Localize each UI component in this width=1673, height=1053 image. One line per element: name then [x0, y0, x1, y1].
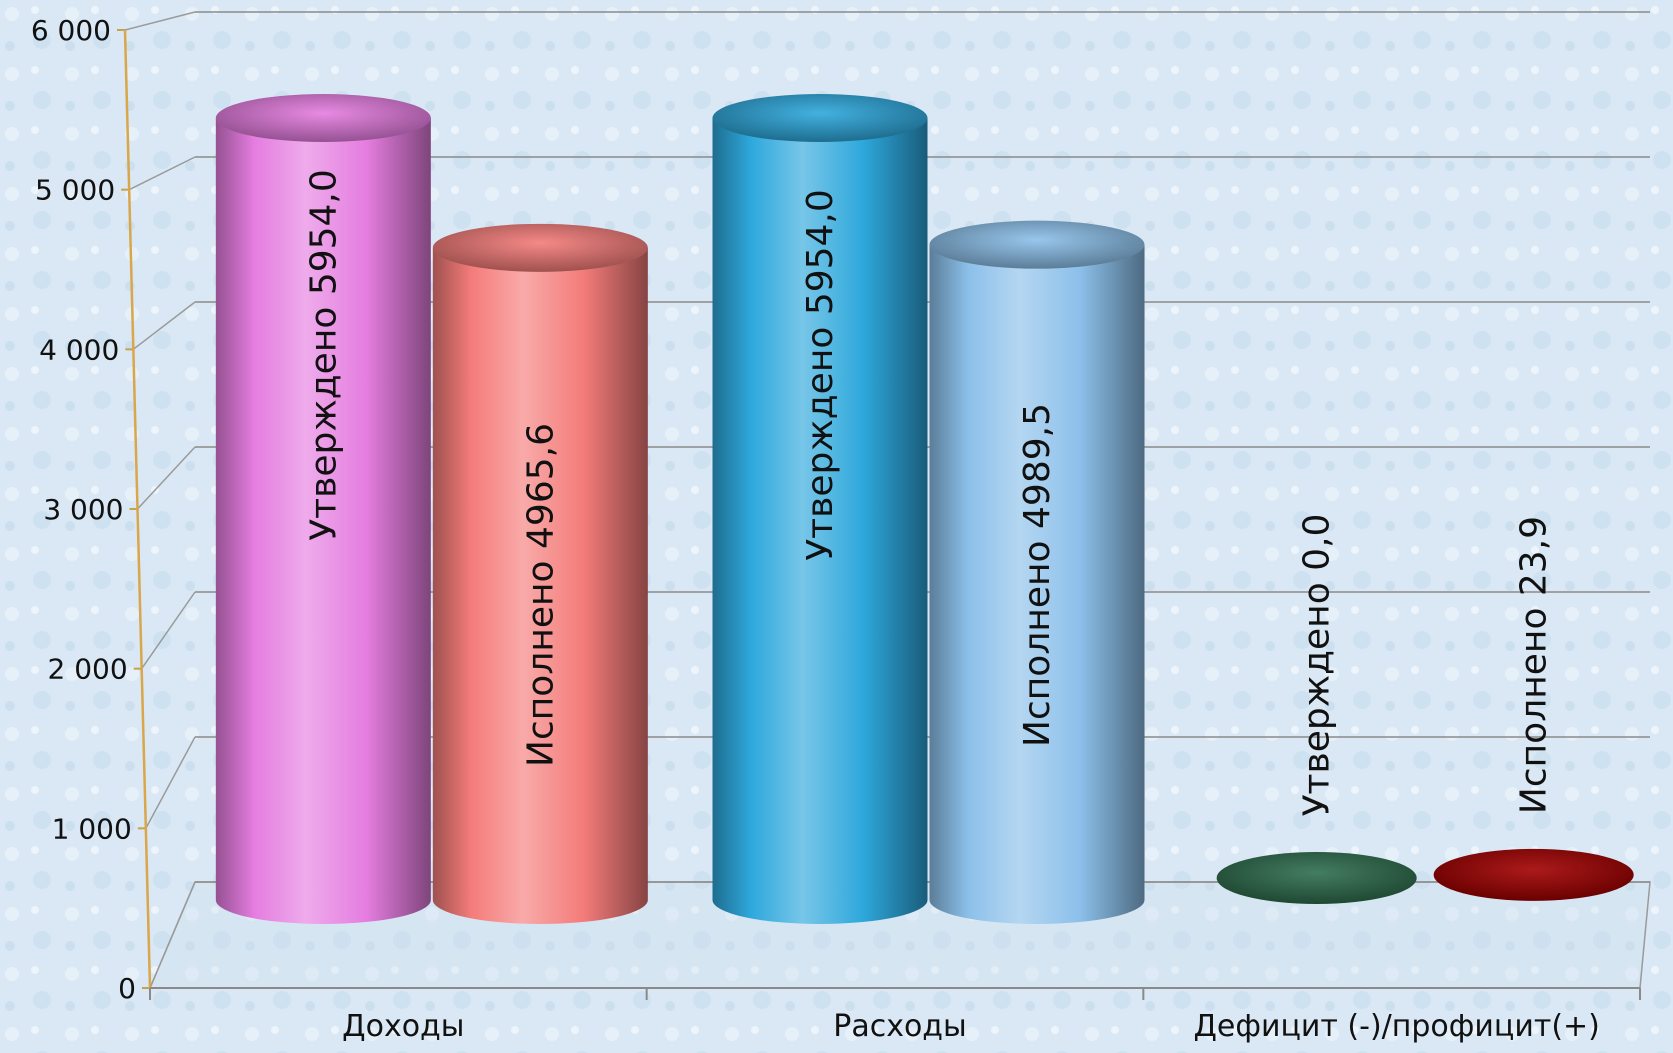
cylinder-top	[432, 223, 648, 272]
y-axis	[123, 29, 152, 989]
cylinder-top	[712, 94, 928, 142]
y-tick-label: 5 000	[35, 174, 115, 207]
data-label: Утверждено 5954,0	[303, 169, 344, 541]
y-tick-label: 0	[118, 972, 136, 1005]
cylinder-top	[215, 94, 431, 142]
data-label: Исполнено 4989,5	[1017, 403, 1058, 747]
gridline-depth	[132, 301, 196, 350]
x-category-label: Дефицит (-)/профицит(+)	[1193, 1009, 1599, 1044]
cylinder-body	[215, 118, 431, 924]
cylinder-bar	[712, 94, 928, 924]
data-label: Исполнено 4965,6	[520, 423, 561, 767]
cylinder-body	[929, 244, 1145, 925]
cylinder-top	[929, 220, 1145, 269]
y-tick-label: 3 000	[43, 493, 123, 526]
disc-bar	[1216, 852, 1417, 904]
cylinder-bar	[1216, 852, 1417, 904]
gridline-depth	[136, 446, 196, 510]
data-label: Утверждено 0,0	[1297, 514, 1338, 817]
x-category-label: Расходы	[833, 1009, 967, 1044]
y-tick-label: 6 000	[31, 14, 111, 47]
cylinder-bar	[929, 220, 1145, 925]
data-label: Исполнено 23,9	[1514, 516, 1555, 814]
cylinder-body	[432, 247, 648, 924]
data-label: Утверждено 5954,0	[800, 189, 841, 561]
gridline-depth	[141, 591, 196, 670]
cylinder-bar	[1433, 848, 1634, 901]
gridline-depth	[149, 881, 196, 989]
gridline-depth	[128, 156, 196, 191]
cylinder-bar	[215, 94, 431, 924]
x-category-label: Доходы	[342, 1009, 464, 1044]
y-tick-label: 4 000	[39, 333, 119, 366]
y-tick-label: 2 000	[47, 653, 127, 686]
disc-bar	[1433, 848, 1634, 901]
gridline-depth	[145, 736, 196, 829]
cylinder-bar	[432, 223, 648, 924]
cylinder-body	[712, 118, 928, 924]
gridline-depth	[124, 11, 196, 31]
y-tick-label: 1 000	[52, 812, 132, 845]
